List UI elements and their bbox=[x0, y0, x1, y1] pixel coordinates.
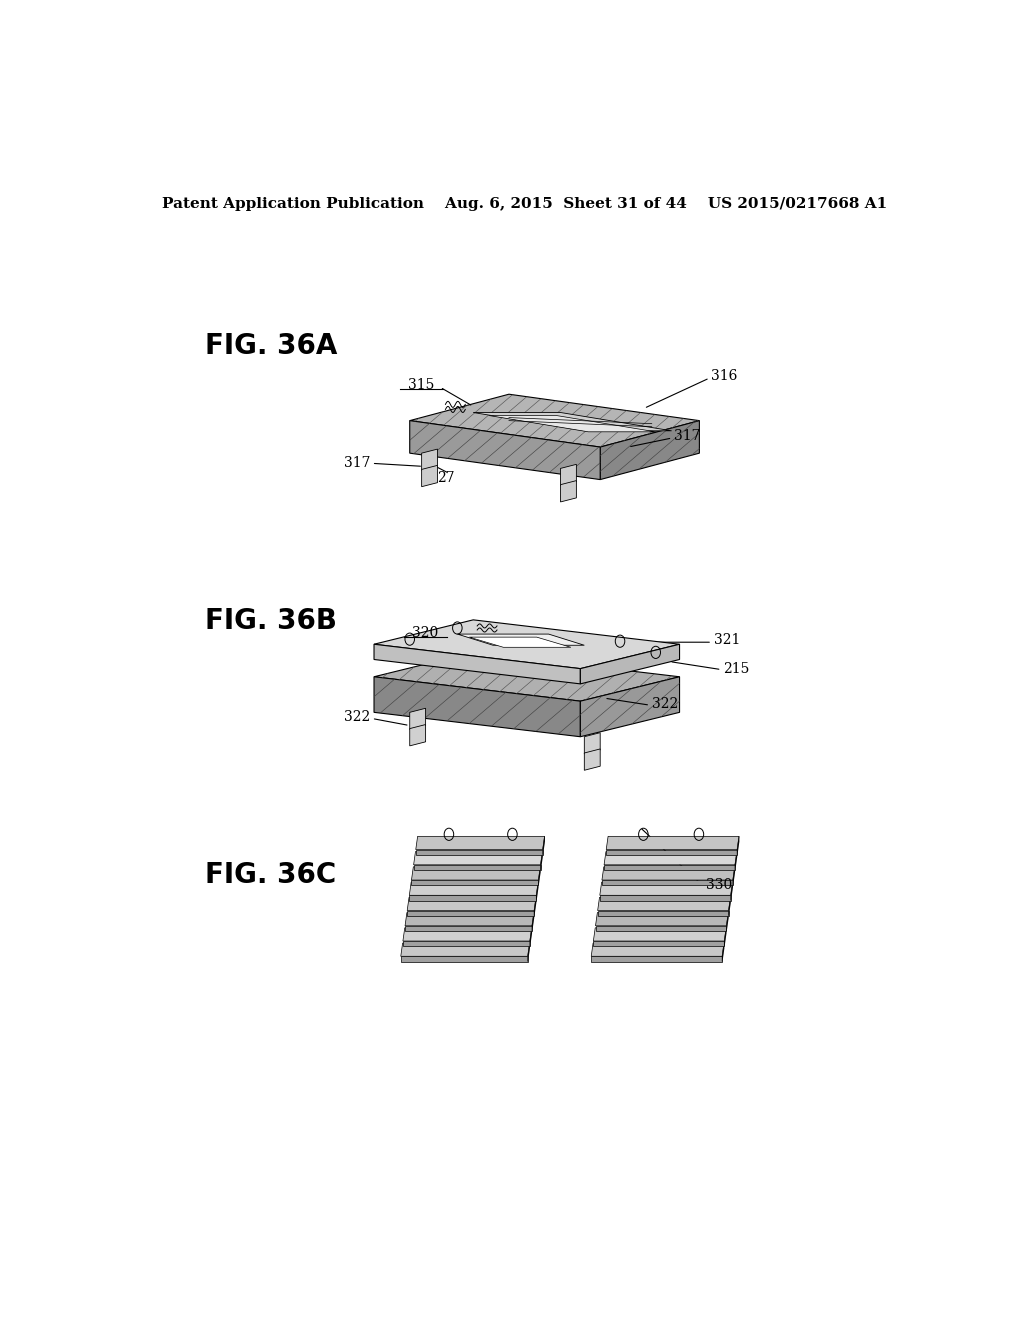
Polygon shape bbox=[593, 928, 726, 941]
Polygon shape bbox=[598, 898, 730, 911]
Polygon shape bbox=[402, 941, 529, 946]
Text: 27: 27 bbox=[436, 470, 455, 484]
Polygon shape bbox=[416, 850, 543, 855]
Polygon shape bbox=[604, 851, 737, 865]
Polygon shape bbox=[591, 942, 724, 956]
Text: 321: 321 bbox=[714, 634, 740, 647]
Text: FIG. 36B: FIG. 36B bbox=[205, 607, 337, 635]
Polygon shape bbox=[560, 480, 577, 502]
Text: 320: 320 bbox=[413, 626, 438, 640]
Polygon shape bbox=[585, 748, 600, 771]
Polygon shape bbox=[414, 851, 543, 865]
Text: 330: 330 bbox=[706, 878, 732, 892]
Polygon shape bbox=[400, 956, 527, 961]
Polygon shape bbox=[422, 449, 437, 470]
Polygon shape bbox=[532, 912, 534, 931]
Text: 315: 315 bbox=[409, 378, 435, 392]
Polygon shape bbox=[412, 880, 539, 886]
Polygon shape bbox=[535, 898, 536, 916]
Polygon shape bbox=[543, 837, 545, 855]
Polygon shape bbox=[735, 851, 737, 870]
Text: 215: 215 bbox=[723, 661, 750, 676]
Text: 317: 317 bbox=[674, 429, 700, 444]
Polygon shape bbox=[410, 395, 699, 447]
Polygon shape bbox=[410, 709, 426, 730]
Polygon shape bbox=[600, 882, 732, 895]
Polygon shape bbox=[374, 652, 680, 701]
Polygon shape bbox=[374, 677, 581, 737]
Polygon shape bbox=[729, 898, 730, 916]
Polygon shape bbox=[737, 837, 739, 855]
Text: Patent Application Publication    Aug. 6, 2015  Sheet 31 of 44    US 2015/021766: Patent Application Publication Aug. 6, 2… bbox=[162, 197, 888, 211]
Polygon shape bbox=[581, 677, 680, 737]
Polygon shape bbox=[722, 942, 724, 961]
Polygon shape bbox=[412, 867, 541, 880]
Polygon shape bbox=[724, 928, 726, 946]
Polygon shape bbox=[527, 942, 529, 961]
Polygon shape bbox=[408, 911, 535, 916]
Polygon shape bbox=[422, 466, 437, 487]
Text: 322: 322 bbox=[652, 697, 678, 711]
Polygon shape bbox=[602, 880, 733, 886]
Polygon shape bbox=[731, 882, 732, 900]
Polygon shape bbox=[414, 865, 541, 870]
Polygon shape bbox=[374, 677, 581, 737]
Polygon shape bbox=[600, 421, 699, 479]
Polygon shape bbox=[596, 925, 726, 931]
Polygon shape bbox=[733, 867, 735, 886]
Polygon shape bbox=[410, 895, 537, 900]
Polygon shape bbox=[469, 638, 570, 647]
Polygon shape bbox=[596, 912, 728, 925]
Polygon shape bbox=[600, 421, 699, 479]
Polygon shape bbox=[408, 898, 536, 911]
Polygon shape bbox=[402, 928, 531, 941]
Polygon shape bbox=[591, 956, 722, 961]
Polygon shape bbox=[602, 867, 735, 880]
Polygon shape bbox=[489, 416, 655, 432]
Polygon shape bbox=[539, 867, 541, 886]
Polygon shape bbox=[606, 837, 739, 850]
Text: 316: 316 bbox=[712, 368, 737, 383]
Polygon shape bbox=[560, 465, 577, 486]
Polygon shape bbox=[598, 911, 729, 916]
Polygon shape bbox=[458, 634, 585, 645]
Polygon shape bbox=[410, 725, 426, 746]
Polygon shape bbox=[406, 912, 534, 925]
Polygon shape bbox=[410, 882, 539, 895]
Polygon shape bbox=[606, 850, 737, 855]
Polygon shape bbox=[410, 421, 600, 479]
Polygon shape bbox=[581, 644, 680, 684]
Text: 322: 322 bbox=[344, 710, 370, 725]
Polygon shape bbox=[541, 851, 543, 870]
Polygon shape bbox=[593, 941, 724, 946]
Polygon shape bbox=[537, 882, 539, 900]
Polygon shape bbox=[473, 412, 672, 430]
Polygon shape bbox=[581, 677, 680, 737]
Polygon shape bbox=[410, 395, 699, 447]
Text: FIG. 36A: FIG. 36A bbox=[205, 333, 337, 360]
Text: FIG. 36C: FIG. 36C bbox=[205, 861, 337, 888]
Polygon shape bbox=[400, 942, 529, 956]
Polygon shape bbox=[410, 421, 600, 479]
Polygon shape bbox=[585, 733, 600, 754]
Polygon shape bbox=[374, 620, 680, 669]
Text: 317: 317 bbox=[343, 457, 370, 470]
Polygon shape bbox=[416, 837, 545, 850]
Polygon shape bbox=[604, 865, 735, 870]
Polygon shape bbox=[529, 928, 531, 946]
Polygon shape bbox=[406, 925, 532, 931]
Polygon shape bbox=[374, 652, 680, 701]
Polygon shape bbox=[726, 912, 728, 931]
Polygon shape bbox=[600, 895, 731, 900]
Polygon shape bbox=[374, 644, 581, 684]
